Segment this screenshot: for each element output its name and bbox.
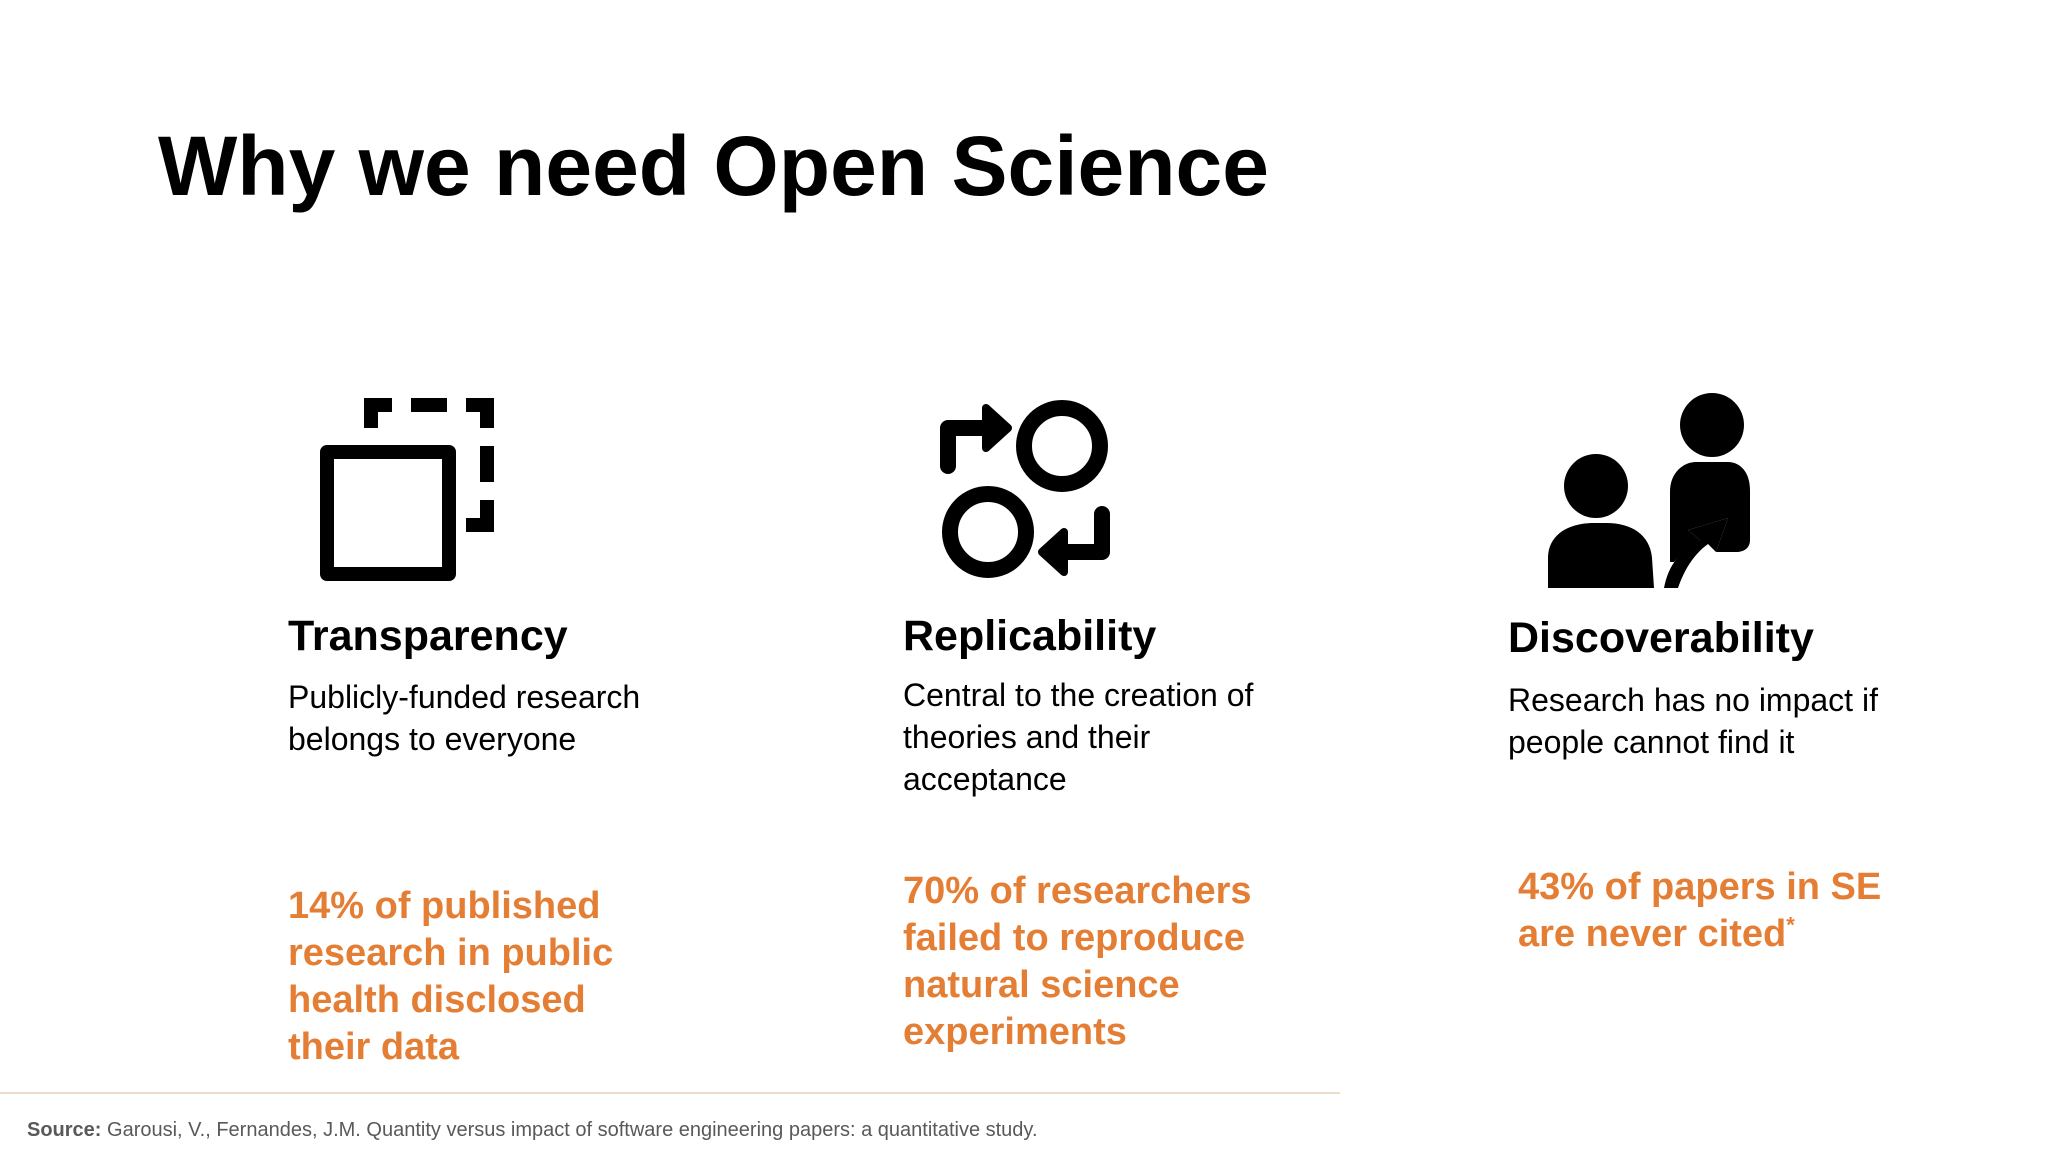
transparency-stat: 14% of published research in public heal…: [288, 885, 614, 1068]
footnote-marker: *: [1786, 912, 1795, 938]
slide-title: Why we need Open Science: [158, 119, 1269, 213]
discoverability-stat: 43% of papers in SE are never cited*: [1518, 864, 1938, 958]
replicability-description: Central to the creation of theories and …: [903, 677, 1254, 797]
people-discover-icon: [1546, 390, 1756, 592]
discoverability-stat-text: 43% of papers in SE are never cited: [1518, 866, 1882, 955]
dashed-square-copy-icon: [318, 398, 502, 582]
replicability-heading: Replicability: [903, 612, 1157, 660]
transparency-description: Publicly-funded research belongs to ever…: [288, 679, 641, 757]
source-text: Garousi, V., Fernandes, J.M. Quantity ve…: [101, 1119, 1038, 1141]
discoverability-description: Research has no impact if people cannot …: [1508, 682, 1878, 760]
source-citation: Source: Garousi, V., Fernandes, J.M. Qua…: [27, 1118, 1038, 1142]
discoverability-heading: Discoverability: [1508, 614, 1814, 662]
source-label: Source:: [27, 1119, 102, 1141]
replicate-arrows-circles-icon: [938, 398, 1112, 580]
replicability-stat: 70% of researchers failed to reproduce n…: [903, 870, 1252, 1053]
transparency-heading: Transparency: [288, 612, 568, 660]
footer-divider: [0, 1092, 1340, 1094]
